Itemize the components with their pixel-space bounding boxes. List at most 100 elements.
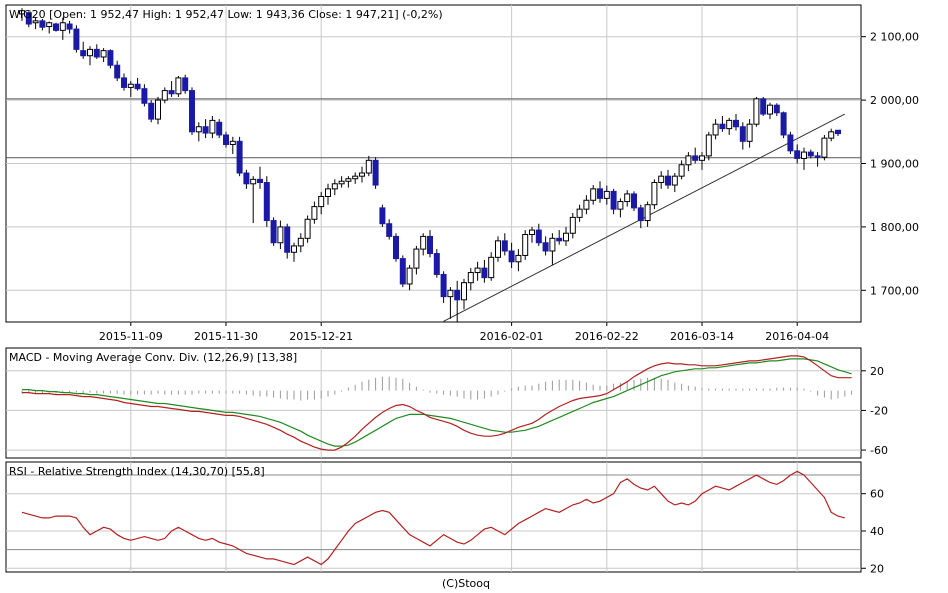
candle-body	[284, 226, 291, 253]
macd-line	[22, 355, 852, 451]
candle-body	[39, 20, 46, 28]
candle	[406, 264, 413, 291]
candle-body	[780, 112, 787, 136]
price-y-ticks: 2 100,00 2 000,00 1 900,00 1 800,00 1 700,00	[861, 31, 919, 297]
candle	[814, 152, 821, 167]
y-tick-label: -20	[870, 404, 888, 417]
candle	[481, 259, 488, 283]
candle	[413, 245, 420, 275]
candle	[542, 236, 549, 256]
macd-panel: 20 -20 -60 MACD - Moving Average Conv. Div…	[5, 347, 888, 459]
candle	[801, 147, 807, 170]
candle	[250, 176, 257, 224]
candle-body	[569, 216, 576, 234]
candle-body	[223, 134, 229, 145]
candle-body	[189, 90, 195, 133]
candle-body	[236, 140, 243, 174]
candle-body	[794, 150, 801, 159]
candle	[576, 204, 583, 222]
signal-line	[22, 358, 852, 447]
candle	[59, 17, 66, 40]
candle	[46, 21, 53, 34]
candle	[229, 136, 236, 154]
x-tick-label: 2016-02-22	[575, 330, 639, 343]
trendline	[443, 113, 846, 322]
candle	[631, 191, 637, 212]
candle-body	[386, 223, 393, 237]
rsi-panel-frame	[5, 461, 862, 573]
candle	[19, 8, 25, 21]
candle-body	[141, 88, 148, 104]
candle-body	[338, 180, 345, 185]
candle-body	[80, 50, 87, 57]
candle	[345, 176, 352, 188]
candle	[719, 115, 726, 132]
candle	[399, 255, 406, 288]
y-tick-label: 2 000,00	[870, 94, 919, 107]
candle	[365, 155, 372, 177]
x-tick-label: 2015-11-30	[194, 330, 258, 343]
candle	[189, 87, 195, 135]
candle	[767, 102, 773, 120]
candle	[393, 233, 399, 262]
candle-body	[597, 188, 603, 199]
candle-body	[603, 190, 610, 199]
candle	[753, 96, 760, 127]
candle-body	[733, 119, 739, 128]
candle	[794, 144, 801, 164]
price-candles	[19, 8, 841, 322]
candle-body	[352, 175, 359, 180]
candle	[447, 287, 454, 319]
candle-body	[454, 289, 461, 301]
candle-body	[325, 188, 331, 197]
rsi-line	[21, 470, 845, 566]
macd-y-ticks: 20 -20 -60	[861, 365, 888, 457]
candle-body	[291, 245, 297, 253]
candle-body	[835, 129, 841, 135]
candle-body	[114, 64, 121, 79]
candle-body	[175, 77, 182, 95]
candle	[175, 76, 182, 97]
rsi-title: RSI - Relative Strength Index (14,30,70)…	[9, 465, 265, 478]
candle	[134, 77, 141, 91]
candle-body	[692, 155, 699, 161]
candle-body	[644, 204, 651, 222]
candle-body	[19, 10, 25, 15]
candle	[270, 217, 277, 246]
candle-body	[726, 119, 733, 130]
candle-body	[746, 123, 753, 142]
candle	[168, 81, 175, 97]
candle	[386, 219, 393, 240]
candle	[773, 103, 780, 116]
candle	[678, 160, 685, 180]
y-tick-label: 60	[870, 488, 884, 501]
candle-body	[202, 126, 209, 134]
candle	[420, 233, 427, 256]
candle	[359, 166, 365, 183]
candle-body	[216, 121, 223, 136]
candle	[304, 215, 311, 243]
candle-body	[345, 178, 352, 182]
candle-body	[447, 289, 454, 298]
candle-body	[379, 207, 386, 225]
price-trendline	[443, 113, 846, 322]
candle	[712, 119, 719, 140]
candle	[535, 223, 542, 246]
candle-body	[651, 182, 658, 206]
candle-body	[712, 123, 719, 136]
candle-body	[134, 83, 141, 90]
candle-body	[277, 226, 284, 244]
candle-body	[359, 172, 365, 177]
candle-body	[161, 90, 168, 101]
candle-body	[263, 182, 270, 222]
candle	[508, 242, 515, 269]
price-x-ticks: 2015-11-09 2015-11-30 2015-12-21 2016-02-01…	[99, 322, 829, 343]
candle-body	[413, 248, 420, 269]
candle-body	[529, 229, 535, 236]
candle	[569, 212, 576, 239]
candle-body	[760, 98, 767, 115]
candle	[325, 183, 331, 205]
candle-body	[393, 235, 399, 260]
candle	[637, 204, 644, 229]
macd-title: MACD - Moving Average Conv. Div. (12,26,…	[9, 351, 297, 364]
